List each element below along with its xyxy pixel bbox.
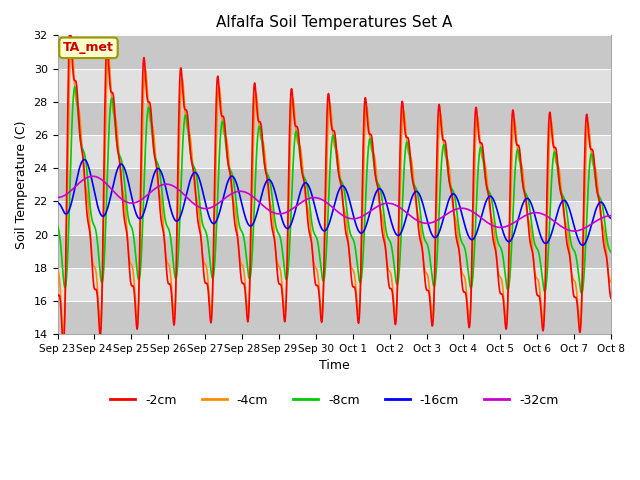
X-axis label: Time: Time [319, 360, 349, 372]
Bar [58, 235, 611, 268]
Bar [58, 102, 611, 135]
Bar [58, 201, 611, 235]
Bar [58, 301, 611, 334]
Bar [58, 168, 611, 201]
Y-axis label: Soil Temperature (C): Soil Temperature (C) [15, 120, 28, 249]
Bar [58, 268, 611, 301]
Bar [58, 135, 611, 168]
Legend: -2cm, -4cm, -8cm, -16cm, -32cm: -2cm, -4cm, -8cm, -16cm, -32cm [105, 389, 563, 411]
Title: Alfalfa Soil Temperatures Set A: Alfalfa Soil Temperatures Set A [216, 15, 452, 30]
Bar [58, 69, 611, 102]
Text: TA_met: TA_met [63, 41, 114, 54]
Bar [58, 36, 611, 69]
